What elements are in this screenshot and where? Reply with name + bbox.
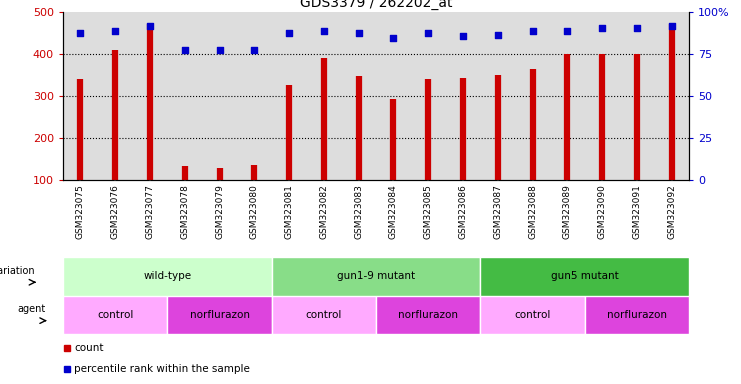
Point xyxy=(283,30,295,36)
FancyBboxPatch shape xyxy=(480,296,585,334)
Text: genotype/variation: genotype/variation xyxy=(0,266,35,276)
Title: GDS3379 / 262202_at: GDS3379 / 262202_at xyxy=(300,0,452,10)
Text: GSM323078: GSM323078 xyxy=(180,184,189,239)
Point xyxy=(388,35,399,41)
Text: GSM323086: GSM323086 xyxy=(459,184,468,239)
Text: GSM323084: GSM323084 xyxy=(389,184,398,239)
Point xyxy=(179,46,190,53)
Text: agent: agent xyxy=(17,304,45,314)
Point xyxy=(318,27,330,33)
Point xyxy=(666,23,678,30)
Point xyxy=(248,46,260,53)
Text: GSM323081: GSM323081 xyxy=(285,184,293,239)
Text: GSM323083: GSM323083 xyxy=(354,184,363,239)
Text: control: control xyxy=(514,310,551,320)
Text: GSM323089: GSM323089 xyxy=(563,184,572,239)
FancyBboxPatch shape xyxy=(63,257,272,296)
Point xyxy=(492,31,504,38)
Text: GSM323092: GSM323092 xyxy=(667,184,677,239)
Text: control: control xyxy=(97,310,133,320)
FancyBboxPatch shape xyxy=(63,296,167,334)
Text: GSM323080: GSM323080 xyxy=(250,184,259,239)
Text: norflurazon: norflurazon xyxy=(190,310,250,320)
FancyBboxPatch shape xyxy=(480,257,689,296)
Point xyxy=(353,30,365,36)
Text: GSM323085: GSM323085 xyxy=(424,184,433,239)
Point xyxy=(631,25,643,31)
Point xyxy=(527,27,539,33)
FancyBboxPatch shape xyxy=(585,296,689,334)
Text: gun1-9 mutant: gun1-9 mutant xyxy=(337,271,415,281)
Text: GSM323088: GSM323088 xyxy=(528,184,537,239)
Text: GSM323087: GSM323087 xyxy=(494,184,502,239)
Text: GSM323075: GSM323075 xyxy=(76,184,85,239)
Point xyxy=(422,30,434,36)
Point xyxy=(457,33,469,39)
Text: norflurazon: norflurazon xyxy=(398,310,458,320)
Text: GSM323077: GSM323077 xyxy=(145,184,154,239)
Point xyxy=(213,46,225,53)
Text: wild-type: wild-type xyxy=(143,271,191,281)
Point xyxy=(144,23,156,30)
Text: GSM323082: GSM323082 xyxy=(319,184,328,239)
Text: GSM323090: GSM323090 xyxy=(598,184,607,239)
Point xyxy=(597,25,608,31)
Text: GSM323076: GSM323076 xyxy=(110,184,119,239)
Text: count: count xyxy=(74,343,104,353)
Text: percentile rank within the sample: percentile rank within the sample xyxy=(74,364,250,374)
Text: control: control xyxy=(306,310,342,320)
Text: GSM323091: GSM323091 xyxy=(633,184,642,239)
Point xyxy=(109,27,121,33)
FancyBboxPatch shape xyxy=(167,296,272,334)
FancyBboxPatch shape xyxy=(272,257,480,296)
Point xyxy=(562,27,574,33)
Text: GSM323079: GSM323079 xyxy=(215,184,224,239)
Point xyxy=(74,30,86,36)
FancyBboxPatch shape xyxy=(272,296,376,334)
FancyBboxPatch shape xyxy=(376,296,480,334)
Text: gun5 mutant: gun5 mutant xyxy=(551,271,619,281)
Text: norflurazon: norflurazon xyxy=(607,310,667,320)
